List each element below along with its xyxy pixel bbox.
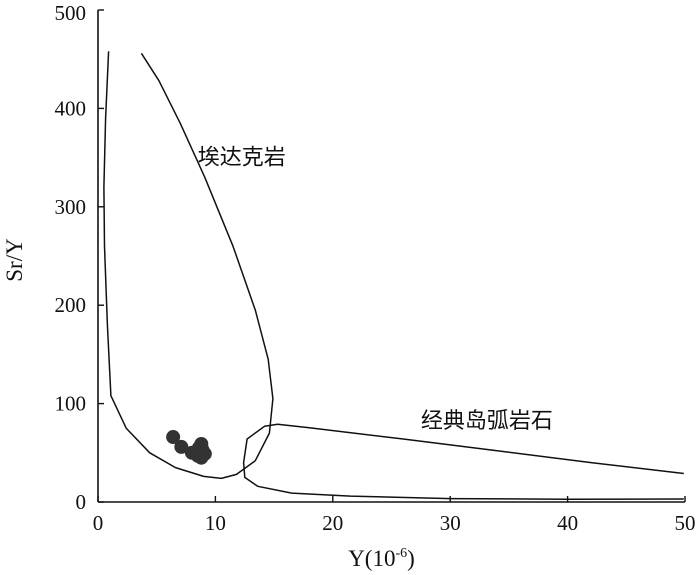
y-axis-label: Sr/Y xyxy=(2,238,27,282)
x-tick-label: 40 xyxy=(557,511,578,535)
x-tick-label: 30 xyxy=(440,511,461,535)
data-point xyxy=(174,439,189,454)
x-tick-label: 50 xyxy=(675,511,696,535)
x-tick-label: 0 xyxy=(93,511,104,535)
region-label-1: 经典岛弧岩石 xyxy=(421,409,553,434)
x-tick-label: 20 xyxy=(322,511,343,535)
data-point xyxy=(194,450,209,465)
plot-frame xyxy=(97,10,685,503)
y-axis-ticks: 0 100 200 300 400 500 xyxy=(55,1,104,514)
x-axis-ticks: 0 10 20 30 40 50 xyxy=(93,496,696,535)
y-tick-label: 200 xyxy=(55,293,87,317)
y-tick-label: 300 xyxy=(55,195,87,219)
y-tick-label: 100 xyxy=(55,392,87,416)
y-tick-label: 0 xyxy=(76,490,87,514)
region-outline-0 xyxy=(103,51,274,480)
y-tick-label: 500 xyxy=(55,1,87,25)
y-tick-label: 400 xyxy=(55,96,87,120)
data-points xyxy=(166,430,212,465)
region-label-0: 埃达克岩 xyxy=(198,145,286,170)
region-outline-1 xyxy=(242,423,684,500)
x-axis-label: Y(10-6) xyxy=(348,546,415,571)
data-point xyxy=(166,430,181,445)
x-tick-label: 10 xyxy=(205,511,226,535)
